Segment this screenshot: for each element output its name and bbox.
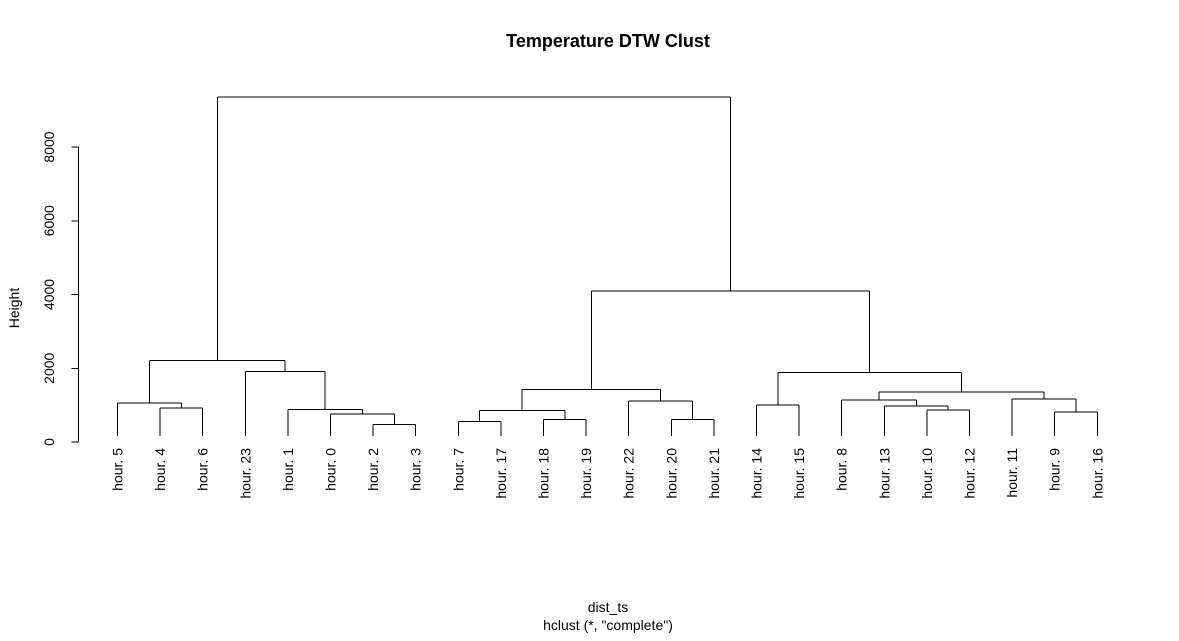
y-axis: 0 2000 4000 6000 8000	[41, 131, 79, 446]
x-axis-label: dist_ts	[588, 599, 628, 615]
leaf-label: hour. 18	[536, 448, 552, 499]
leaf-label: hour. 2	[365, 448, 381, 491]
leaf-label: hour. 11	[1004, 448, 1020, 498]
leaf-labels: hour. 5 hour. 4 hour. 6 hour. 23 hour. 1 hour…	[110, 448, 1106, 499]
leaf-label: hour. 9	[1047, 448, 1063, 491]
leaf-label: hour. 0	[323, 448, 339, 491]
leaf-label: hour. 17	[493, 448, 509, 499]
leaf-label: hour. 22	[621, 448, 637, 499]
leaf-label: hour. 12	[962, 448, 978, 499]
y-tick-label: 4000	[41, 279, 57, 310]
leaf-label: hour. 14	[749, 448, 765, 499]
leaf-label: hour. 1	[280, 448, 296, 491]
leaf-label: hour. 20	[663, 448, 679, 499]
leaf-label: hour. 21	[706, 448, 722, 499]
leaf-label: hour. 8	[834, 448, 850, 491]
leaf-label: hour. 19	[578, 448, 594, 499]
y-axis-label: Height	[6, 288, 22, 329]
leaf-label: hour. 10	[919, 448, 935, 499]
leaf-label: hour. 3	[408, 448, 424, 491]
y-tick-label: 8000	[41, 131, 57, 162]
leaf-label: hour. 4	[152, 448, 168, 491]
y-tick-label: 0	[41, 438, 57, 446]
leaf-label: hour. 16	[1089, 448, 1105, 499]
y-tick-label: 2000	[41, 352, 57, 383]
leaf-label: hour. 23	[237, 448, 253, 499]
leaf-label: hour. 15	[791, 448, 807, 499]
leaf-label: hour. 5	[110, 448, 126, 491]
leaf-label: hour. 7	[450, 448, 466, 491]
leaf-label: hour. 13	[876, 448, 892, 499]
y-tick-label: 6000	[41, 205, 57, 236]
dendrogram-tree	[117, 96, 1098, 436]
leaf-label: hour. 6	[195, 448, 211, 491]
subtitle: hclust (*, "complete")	[543, 617, 673, 633]
chart-title: Temperature DTW Clust	[506, 31, 710, 51]
